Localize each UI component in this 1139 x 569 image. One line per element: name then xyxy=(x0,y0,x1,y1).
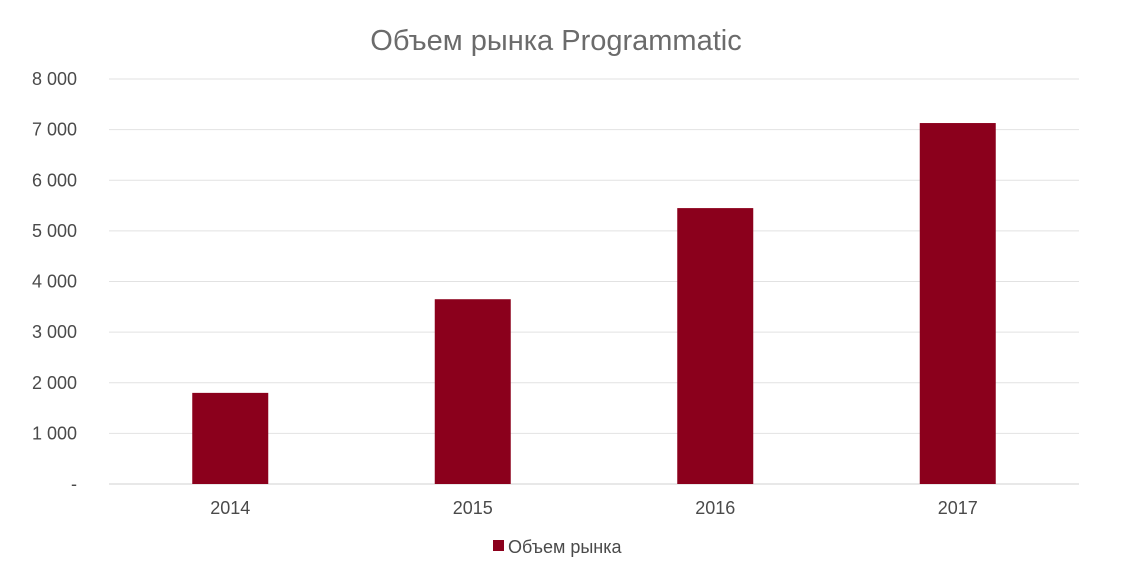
bar-2017 xyxy=(919,123,996,484)
legend-label: Объем рынка xyxy=(508,537,623,557)
chart-title: Объем рынка Programmatic xyxy=(370,25,741,57)
y-tick-label: 2 000 xyxy=(32,373,77,393)
gridlines xyxy=(109,78,1079,485)
y-axis-ticks: - 1 000 2 000 3 000 4 000 5 000 6 000 7 000 8 00… xyxy=(32,69,77,494)
bar-2016 xyxy=(677,208,754,484)
x-axis-ticks: 2014 2015 2016 2017 xyxy=(210,498,978,518)
y-tick-label: 4 000 xyxy=(32,272,77,292)
y-tick-label: 7 000 xyxy=(32,120,77,140)
x-tick-label: 2014 xyxy=(210,498,250,518)
y-tick-label: 1 000 xyxy=(32,423,77,443)
y-tick-label: 6 000 xyxy=(32,170,77,190)
legend: Объем рынка xyxy=(493,537,623,557)
bar-2015 xyxy=(434,299,511,484)
x-tick-label: 2017 xyxy=(938,498,978,518)
x-tick-label: 2015 xyxy=(453,498,493,518)
y-tick-label: - xyxy=(71,474,77,494)
y-tick-label: 5 000 xyxy=(32,221,77,241)
y-tick-label: 3 000 xyxy=(32,322,77,342)
y-tick-label: 8 000 xyxy=(32,69,77,89)
legend-swatch xyxy=(493,540,504,551)
x-tick-label: 2016 xyxy=(695,498,735,518)
bar-2014 xyxy=(192,392,269,484)
bars xyxy=(192,123,996,484)
